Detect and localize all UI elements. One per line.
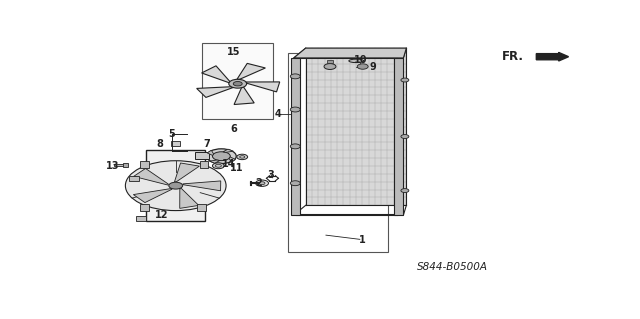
Bar xyxy=(288,53,388,252)
Bar xyxy=(129,176,138,181)
Bar xyxy=(197,204,206,211)
Bar xyxy=(140,204,149,211)
Circle shape xyxy=(259,182,265,185)
FancyArrow shape xyxy=(536,52,568,61)
Text: 1: 1 xyxy=(359,235,366,245)
Polygon shape xyxy=(180,189,199,208)
Bar xyxy=(306,48,406,205)
Text: 12: 12 xyxy=(155,210,168,220)
Bar xyxy=(140,161,149,168)
Circle shape xyxy=(233,82,242,86)
Circle shape xyxy=(255,180,269,186)
Circle shape xyxy=(291,107,300,112)
Text: 13: 13 xyxy=(106,161,119,171)
Bar xyxy=(202,43,273,119)
Circle shape xyxy=(125,161,226,211)
Text: 15: 15 xyxy=(227,47,241,57)
Circle shape xyxy=(291,181,300,186)
Text: 11: 11 xyxy=(230,163,243,174)
Polygon shape xyxy=(237,63,266,79)
Bar xyxy=(200,161,209,168)
Circle shape xyxy=(212,163,225,169)
Polygon shape xyxy=(175,163,200,182)
Circle shape xyxy=(401,135,409,138)
Circle shape xyxy=(401,189,409,193)
Text: 8: 8 xyxy=(156,139,163,149)
Text: 6: 6 xyxy=(230,124,237,134)
Circle shape xyxy=(169,182,182,189)
Circle shape xyxy=(212,152,230,160)
Ellipse shape xyxy=(349,59,364,63)
Bar xyxy=(195,152,209,159)
Bar xyxy=(394,58,403,215)
Circle shape xyxy=(291,74,300,79)
Circle shape xyxy=(401,78,409,82)
Circle shape xyxy=(324,63,336,70)
Bar xyxy=(114,164,125,167)
Bar xyxy=(291,58,300,215)
Text: 7: 7 xyxy=(203,139,210,149)
Circle shape xyxy=(229,79,246,88)
Text: 2: 2 xyxy=(255,178,262,188)
Circle shape xyxy=(207,149,236,164)
Circle shape xyxy=(357,64,368,69)
Text: 4: 4 xyxy=(275,109,282,119)
Text: 5: 5 xyxy=(168,129,175,139)
Text: S844-B0500A: S844-B0500A xyxy=(417,262,488,272)
Polygon shape xyxy=(209,160,220,163)
Polygon shape xyxy=(234,87,254,105)
Bar xyxy=(123,163,127,167)
Polygon shape xyxy=(183,181,221,191)
Circle shape xyxy=(291,144,300,149)
Polygon shape xyxy=(223,149,234,152)
Polygon shape xyxy=(229,157,236,162)
Bar xyxy=(171,141,180,145)
Polygon shape xyxy=(246,82,280,92)
Bar xyxy=(327,60,333,63)
Text: FR.: FR. xyxy=(502,50,524,63)
Text: 9: 9 xyxy=(369,62,376,71)
Polygon shape xyxy=(202,66,230,83)
Polygon shape xyxy=(134,168,168,185)
Bar xyxy=(136,216,146,221)
Circle shape xyxy=(237,154,248,160)
Text: 3: 3 xyxy=(268,170,275,180)
Polygon shape xyxy=(133,189,172,203)
Polygon shape xyxy=(196,87,233,97)
Text: 14: 14 xyxy=(222,159,236,168)
Polygon shape xyxy=(207,150,214,155)
Text: 10: 10 xyxy=(353,56,367,65)
Bar xyxy=(146,150,205,221)
Polygon shape xyxy=(294,48,406,58)
